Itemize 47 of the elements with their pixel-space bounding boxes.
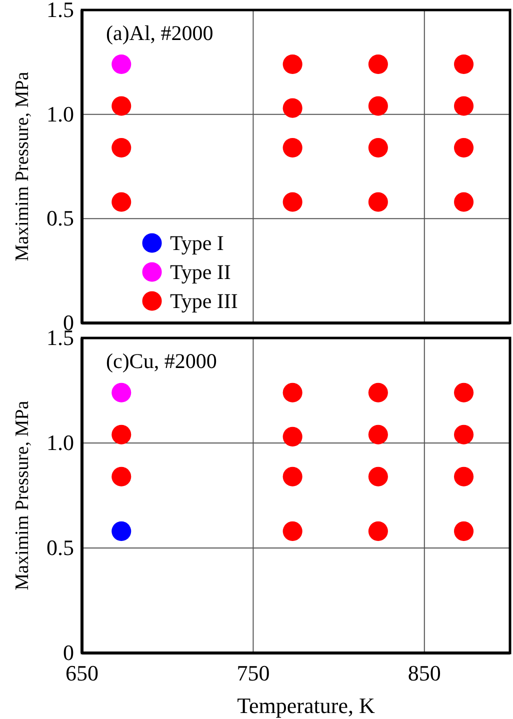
x-tick-label: 850 <box>408 660 441 686</box>
point <box>112 466 132 486</box>
point <box>368 521 388 541</box>
point <box>282 54 302 74</box>
point <box>368 382 388 402</box>
x-axis-title: Temperature, K <box>237 693 375 718</box>
point <box>282 382 302 402</box>
point <box>282 138 302 158</box>
point <box>454 54 474 74</box>
point <box>112 96 132 116</box>
point <box>454 96 474 116</box>
point <box>368 96 388 116</box>
y-axis-title: Maximim Pressure, MPa <box>12 400 33 590</box>
point <box>282 426 302 446</box>
point <box>282 466 302 486</box>
y-tick-label: 0.5 <box>46 206 74 231</box>
point <box>454 382 474 402</box>
x-tick-label: 750 <box>236 660 270 686</box>
point <box>112 424 132 444</box>
legend-label: Type III <box>170 289 238 313</box>
y-tick-label: 0.5 <box>46 535 74 560</box>
point <box>368 138 388 158</box>
point <box>454 424 474 444</box>
legend-label: Type I <box>170 231 224 255</box>
point <box>112 521 132 541</box>
y-tick-label: 1.5 <box>46 0 74 22</box>
y-tick-label: 1.0 <box>46 430 74 456</box>
y-axis-title: Maximim Pressure, MPa <box>12 71 33 262</box>
point <box>454 521 474 541</box>
point <box>112 192 132 212</box>
point <box>282 192 302 212</box>
text: (c)Cu, #2000 <box>106 349 217 373</box>
y-tick-label: 1.0 <box>46 101 74 126</box>
point <box>454 192 474 212</box>
text: (a)Al, #2000 <box>106 21 214 45</box>
point <box>454 466 474 486</box>
point <box>368 466 388 486</box>
point <box>282 521 302 541</box>
point <box>368 54 388 74</box>
point <box>368 192 388 212</box>
point <box>368 424 388 444</box>
point <box>112 382 132 402</box>
point <box>112 138 132 158</box>
point <box>282 98 302 118</box>
point <box>454 138 474 158</box>
legend-label: Type II <box>170 260 231 284</box>
point <box>112 54 132 74</box>
